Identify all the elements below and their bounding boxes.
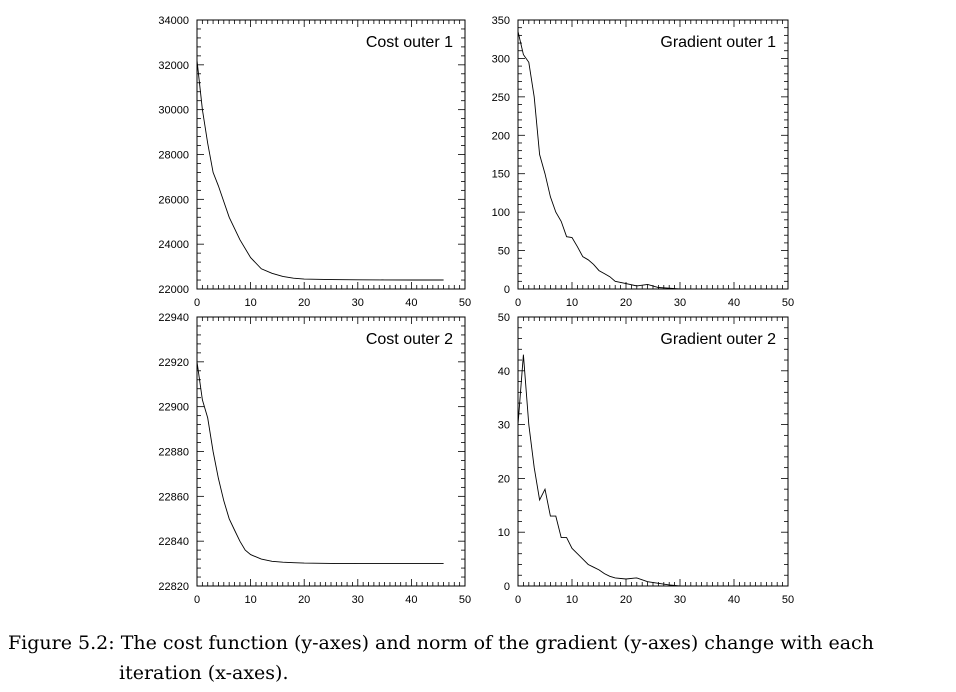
y-tick-label: 22880	[158, 447, 189, 459]
x-tick-label: 50	[782, 594, 794, 606]
x-tick-label: 40	[728, 297, 740, 309]
x-tick-label: 20	[298, 594, 310, 606]
y-tick-label: 22000	[158, 284, 189, 296]
y-tick-label: 100	[492, 207, 510, 219]
y-tick-label: 22840	[158, 536, 189, 548]
y-tick-label: 10	[498, 527, 510, 539]
y-tick-label: 28000	[158, 150, 189, 162]
series-line	[517, 31, 681, 290]
plot-frame	[517, 19, 789, 290]
y-tick-label: 22940	[158, 312, 189, 324]
y-tick-label: 250	[492, 92, 510, 104]
x-tick-label: 40	[405, 297, 417, 309]
y-tick-label: 50	[498, 246, 510, 258]
y-tick-label: 30	[498, 420, 510, 432]
panel-title: Cost outer 1	[366, 34, 453, 51]
y-tick-label: 26000	[158, 194, 189, 206]
y-tick-label: 34000	[158, 15, 189, 27]
y-tick-label: 350	[492, 15, 510, 27]
x-tick-label: 50	[782, 297, 794, 309]
caption-text-line2: iteration (x-axes).	[119, 662, 289, 684]
series-line	[517, 354, 681, 587]
plot-frame	[196, 316, 466, 587]
y-tick-label: 150	[492, 169, 510, 181]
y-tick-label: 22900	[158, 402, 189, 414]
x-tick-label: 30	[352, 594, 364, 606]
panel-title: Gradient outer 2	[660, 331, 776, 348]
y-tick-label: 32000	[158, 60, 189, 72]
panel-2: 0 10 20 30 40 50 0 50 100 150 200 250 300 350 Gradient…	[492, 15, 794, 309]
x-tick-label: 20	[620, 594, 632, 606]
series-line	[196, 60, 444, 281]
x-tick-label: 0	[194, 297, 200, 309]
y-tick-label: 0	[504, 284, 510, 296]
x-tick-label: 40	[728, 594, 740, 606]
x-tick-label: 10	[566, 297, 578, 309]
x-tick-label: 0	[515, 297, 521, 309]
y-tick-label: 0	[504, 581, 510, 593]
x-tick-label: 50	[459, 594, 471, 606]
panel-title: Cost outer 2	[366, 331, 453, 348]
x-tick-label: 30	[674, 297, 686, 309]
y-tick-label: 50	[498, 312, 510, 324]
x-tick-label: 0	[515, 594, 521, 606]
y-tick-label: 30000	[158, 105, 189, 117]
chart-grid: 0 10 20 30 40 5022000240002600028000300003200…	[158, 15, 794, 606]
x-tick-label: 30	[352, 297, 364, 309]
series-line	[196, 361, 444, 565]
x-tick-label: 30	[674, 594, 686, 606]
panel-3: 0 10 20 30 40 50 22820 22840 22860 22880 22900 2292…	[158, 312, 471, 606]
figure-caption: Figure 5.2: The cost function (y-axes) a…	[8, 628, 948, 688]
y-tick-label: 22860	[158, 491, 189, 503]
caption-label: Figure 5.2:	[8, 632, 115, 654]
x-tick-label: 10	[244, 297, 256, 309]
y-tick-label: 200	[492, 130, 510, 142]
y-tick-label: 20	[498, 473, 510, 485]
x-tick-label: 50	[459, 297, 471, 309]
x-tick-label: 20	[620, 297, 632, 309]
panel-title: Gradient outer 1	[660, 34, 776, 51]
y-tick-label: 22920	[158, 357, 189, 369]
x-tick-label: 10	[244, 594, 256, 606]
x-tick-label: 40	[405, 594, 417, 606]
panel-4: 0 10 20 30 40 50 0 10 20 30 40 50 Gradient outer 2	[498, 312, 794, 606]
x-tick-label: 20	[298, 297, 310, 309]
y-tick-label: 40	[498, 366, 510, 378]
x-tick-label: 10	[566, 594, 578, 606]
y-tick-label: 22820	[158, 581, 189, 593]
panel-1: 0 10 20 30 40 50 22000 24000 26000 28000 30000 3200…	[158, 15, 471, 309]
y-tick-label: 24000	[158, 239, 189, 251]
plot-frame	[517, 316, 789, 587]
x-tick-label: 0	[194, 594, 200, 606]
caption-text-line1: The cost function (y-axes) and norm of t…	[120, 632, 874, 654]
y-tick-label: 300	[492, 53, 510, 65]
plot-frame	[196, 19, 466, 290]
